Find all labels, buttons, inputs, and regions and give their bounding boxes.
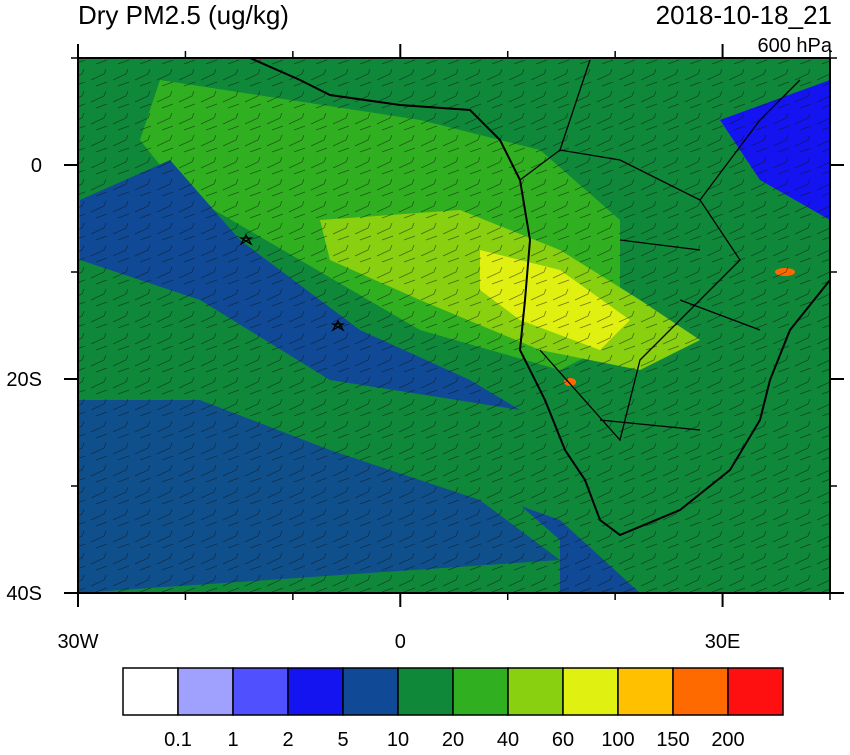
- colorbar-label: 100: [601, 729, 634, 750]
- coastline: [249, 58, 830, 537]
- colorbar-box: [452, 667, 509, 716]
- colorbar-box: [397, 667, 454, 716]
- colorbar-box: [342, 667, 399, 716]
- colorbar: 0.1 1 2 5 10 20 40 60 100 150 200: [122, 667, 784, 751]
- colorbar-box: [672, 667, 729, 716]
- colorbar-label: 60: [552, 729, 574, 750]
- colorbar-box: [232, 667, 289, 716]
- map-frame: [77, 57, 831, 594]
- colorbar-label: 5: [337, 729, 348, 750]
- colorbar-box: [122, 667, 179, 716]
- colorbar-label: 150: [656, 729, 689, 750]
- colorbar-label: 20: [442, 729, 464, 750]
- y-tick-label: 40S: [6, 583, 42, 605]
- colorbar-box: [727, 667, 784, 716]
- map-field: [78, 58, 830, 593]
- colorbar-label: 0.1: [164, 729, 192, 750]
- axes: 30W 0 30E 0 20S 40S: [6, 44, 844, 653]
- colorbar-box: [562, 667, 619, 716]
- y-tick-label: 0: [31, 155, 42, 177]
- colorbar-label: 200: [711, 729, 744, 750]
- colorbar-box: [177, 667, 234, 716]
- colorbar-box: [507, 667, 564, 716]
- x-tick-label: 30E: [705, 631, 741, 653]
- colorbar-label: 40: [497, 729, 519, 750]
- y-tick-label: 20S: [6, 369, 42, 391]
- timestamp: 2018-10-18_21: [656, 0, 832, 30]
- borders: [519, 59, 801, 442]
- colorbar-label: 1: [227, 729, 238, 750]
- site-markers: [238, 233, 346, 332]
- x-tick-label: 30W: [57, 631, 98, 653]
- wind-barbs: [78, 58, 830, 593]
- level: 600 hPa: [757, 35, 832, 57]
- colorbar-label: 10: [387, 729, 409, 750]
- colorbar-box: [617, 667, 674, 716]
- title: Dry PM2.5 (ug/kg): [78, 0, 289, 30]
- colorbar-label: 2: [282, 729, 293, 750]
- x-tick-label: 0: [395, 631, 406, 653]
- colorbar-box: [287, 667, 344, 716]
